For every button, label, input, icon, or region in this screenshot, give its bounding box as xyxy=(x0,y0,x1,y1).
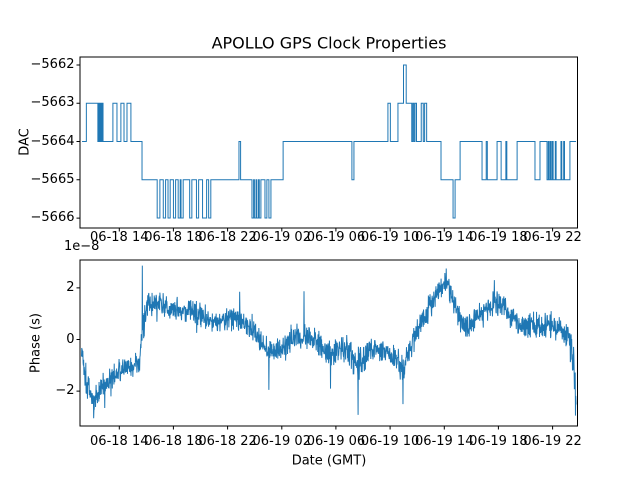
top-x-tick-label: 06-19 02 xyxy=(252,230,311,245)
phase-y-tick-label: 0 xyxy=(66,331,75,347)
top-axes-frame xyxy=(79,56,578,229)
top-x-tick-label: 06-18 22 xyxy=(198,230,257,245)
bottom-x-tick-label: 06-19 14 xyxy=(415,433,474,449)
phase-y-tick-label: −2 xyxy=(55,383,75,399)
date-axis-label: Date (GMT) xyxy=(291,453,367,469)
bottom-axes-frame xyxy=(79,259,578,427)
top-x-tick-label: 06-19 06 xyxy=(306,230,366,245)
dac-y-tick-label: −5664 xyxy=(30,133,75,149)
bottom-x-tick-label: 06-18 14 xyxy=(90,433,149,449)
dac-y-tick-label: −5666 xyxy=(30,210,75,226)
bottom-x-tick-label: 06-18 18 xyxy=(144,433,203,449)
top-x-tick-label: 06-19 22 xyxy=(523,230,582,245)
bottom-x-tick-label: 06-19 06 xyxy=(306,433,366,449)
axis-ticks xyxy=(76,64,554,430)
dac-y-tick-label: −5663 xyxy=(30,95,75,111)
bottom-x-tick-label: 06-19 18 xyxy=(469,433,528,449)
y-axis-offset-label: 1e−8 xyxy=(64,239,100,254)
top-x-tick-label: 06-18 14 xyxy=(90,230,149,245)
phase-line xyxy=(80,265,577,419)
dac-y-tick-label: −5662 xyxy=(30,57,75,73)
bottom-x-tick-label: 06-19 22 xyxy=(523,433,582,449)
phase-axis-label: Phase (s) xyxy=(28,313,44,373)
bottom-x-tick-label: 06-19 02 xyxy=(252,433,311,449)
phase-y-tick-label: 2 xyxy=(66,279,75,295)
dac-step-line xyxy=(82,64,577,219)
bottom-x-tick-label: 06-19 10 xyxy=(360,433,420,449)
chart-title: APOLLO GPS Clock Properties xyxy=(211,33,447,53)
top-x-tick-label: 06-19 18 xyxy=(469,230,528,245)
bottom-x-tick-label: 06-18 22 xyxy=(198,433,257,449)
top-x-tick-label: 06-19 14 xyxy=(415,230,474,245)
dac-y-tick-label: −5665 xyxy=(30,171,75,187)
top-x-tick-label: 06-18 18 xyxy=(144,230,203,245)
top-x-tick-label: 06-19 10 xyxy=(360,230,420,245)
